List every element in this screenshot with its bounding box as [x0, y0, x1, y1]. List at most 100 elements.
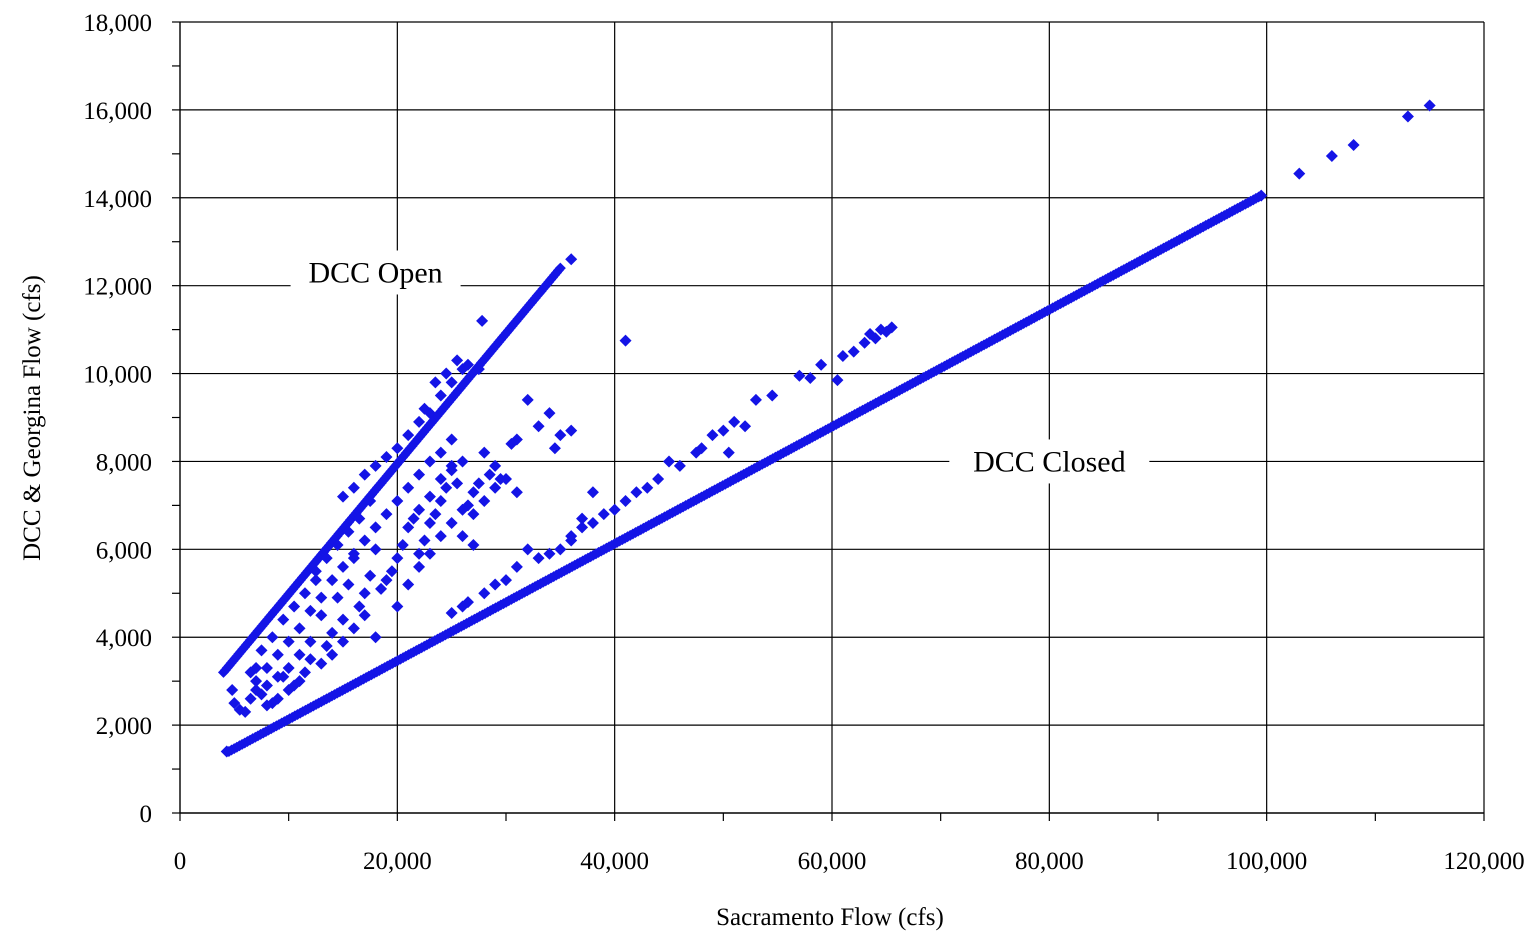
y-tick-label: 10,000	[83, 362, 152, 389]
data-point	[1423, 99, 1436, 112]
data-point	[483, 468, 496, 481]
data-point	[1255, 189, 1268, 202]
data-point	[220, 745, 233, 758]
data-point	[793, 369, 806, 382]
data-point	[315, 657, 328, 670]
annotation-background	[290, 250, 461, 295]
data-point	[429, 508, 442, 521]
data-point	[543, 407, 556, 420]
data-point	[500, 574, 512, 587]
data-point	[869, 332, 882, 345]
data-point	[337, 490, 349, 503]
data-point	[347, 622, 360, 635]
data-point	[641, 481, 654, 494]
data-point	[478, 587, 491, 600]
annotation-label: DCC Open	[309, 256, 443, 289]
data-point	[380, 451, 393, 464]
data-point	[358, 534, 371, 547]
data-point	[423, 516, 436, 529]
data-point	[250, 683, 263, 696]
y-tick-label: 2,000	[96, 713, 152, 740]
data-point	[369, 459, 382, 472]
data-point	[293, 648, 306, 661]
data-point	[233, 703, 246, 716]
data-point	[369, 543, 382, 556]
data-point	[271, 648, 284, 661]
data-point	[505, 437, 518, 450]
data-point	[413, 503, 426, 516]
x-tick-label: 120,000	[1443, 848, 1524, 875]
data-point	[304, 653, 317, 666]
data-point	[380, 574, 393, 587]
data-point	[565, 424, 578, 437]
y-tick-label: 18,000	[83, 10, 152, 37]
data-point	[418, 534, 431, 547]
data-point	[597, 508, 610, 521]
data-point	[266, 631, 279, 644]
data-point	[282, 683, 295, 696]
data-point	[364, 494, 377, 507]
data-point	[423, 547, 436, 560]
data-point	[1325, 150, 1338, 163]
data-point	[565, 530, 578, 543]
data-point	[1347, 139, 1360, 152]
data-point	[434, 530, 447, 543]
data-point	[326, 574, 339, 587]
data-point	[576, 521, 589, 534]
data-point	[619, 334, 632, 347]
data-point	[456, 503, 469, 516]
data-point	[461, 358, 474, 371]
data-point	[663, 455, 675, 468]
data-point	[510, 560, 523, 573]
data-point	[391, 494, 404, 507]
data-point	[304, 604, 317, 617]
data-point	[298, 587, 311, 600]
data-point	[260, 699, 273, 712]
data-point	[521, 393, 534, 406]
x-tick-label: 60,000	[798, 848, 867, 875]
data-point	[342, 578, 355, 591]
trend-line-dcc-open	[217, 262, 566, 678]
data-point	[885, 321, 898, 334]
data-point	[423, 455, 436, 468]
data-point	[554, 429, 567, 442]
data-point	[429, 376, 442, 389]
data-point	[358, 468, 371, 481]
data-point	[728, 415, 741, 428]
data-point	[690, 446, 703, 459]
data-point	[255, 644, 268, 657]
data-point	[380, 508, 393, 521]
data-point	[228, 697, 241, 710]
data-point	[445, 376, 458, 389]
data-point	[358, 587, 371, 600]
data-point	[586, 516, 599, 529]
data-point	[282, 661, 295, 674]
y-tick-label: 12,000	[83, 274, 152, 301]
data-point	[831, 374, 844, 387]
data-point	[298, 666, 311, 679]
data-point	[331, 591, 344, 604]
data-point	[226, 683, 239, 696]
data-point	[1401, 110, 1414, 123]
data-point	[532, 420, 545, 433]
data-point	[402, 429, 415, 442]
data-point	[391, 600, 404, 613]
data-point	[445, 516, 458, 529]
data-point	[277, 613, 290, 626]
data-point	[250, 675, 263, 688]
data-point	[472, 363, 485, 376]
data-point	[619, 494, 632, 507]
y-tick-label: 4,000	[96, 625, 152, 652]
data-point	[836, 349, 849, 362]
data-point	[282, 635, 295, 648]
data-point	[413, 468, 426, 481]
data-point	[391, 552, 404, 565]
data-point	[326, 626, 339, 639]
data-point	[472, 477, 485, 490]
data-point	[407, 512, 420, 525]
data-point	[423, 490, 436, 503]
data-point	[413, 560, 426, 573]
x-axis-title: Sacramento Flow (cfs)	[716, 904, 944, 931]
x-tick-label: 100,000	[1226, 848, 1307, 875]
axis-layer: 0 2,000 4,000 6,000 8,000 10,000 12,000 14,000 1…	[83, 10, 1524, 875]
